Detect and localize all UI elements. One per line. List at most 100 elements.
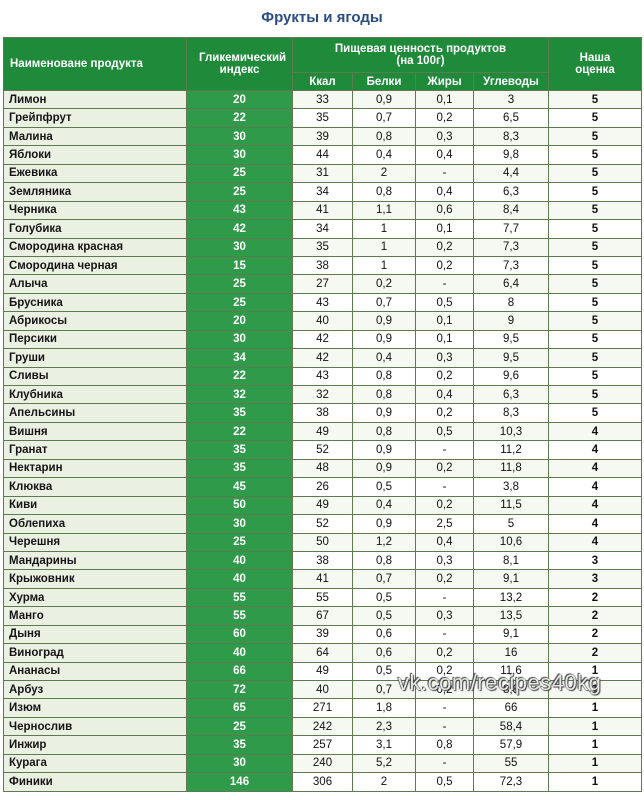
cell-protein: 0,2 <box>352 274 416 294</box>
cell-fat: - <box>415 698 474 718</box>
cell-kcal: 34 <box>292 219 353 239</box>
cell-carbs: 6,4 <box>473 274 549 294</box>
cell-rating: 2 <box>548 624 642 645</box>
cell-rating: 5 <box>548 311 642 331</box>
cell-glycemic-index: 25 <box>186 532 293 552</box>
cell-kcal: 38 <box>292 255 353 276</box>
nutrition-table: Наименоване продукта Гликемический индек… <box>3 37 642 792</box>
cell-glycemic-index: 32 <box>186 384 293 405</box>
cell-glycemic-index: 15 <box>186 255 293 276</box>
cell-carbs: 8 <box>473 292 549 313</box>
cell-fat: 0,4 <box>415 182 474 202</box>
cell-protein: 1 <box>352 237 416 257</box>
cell-rating: 3 <box>548 569 642 589</box>
cell-kcal: 32 <box>292 384 353 405</box>
cell-glycemic-index: 25 <box>186 716 293 737</box>
table-row: Абрикосы 20 40 0,9 0,1 9 5 <box>3 311 642 331</box>
cell-carbs: 57,9 <box>473 735 549 755</box>
cell-rating: 1 <box>548 772 642 792</box>
cell-carbs: 13,2 <box>473 587 549 608</box>
cell-fat: 0,4 <box>415 145 474 165</box>
cell-rating: 4 <box>548 458 642 479</box>
table-row: Киви 50 49 0,4 0,2 11,5 4 <box>3 495 642 516</box>
cell-protein: 0,7 <box>352 108 416 128</box>
cell-fat: 0,5 <box>415 421 474 442</box>
table-row: Яблоки 30 44 0,4 0,4 9,8 5 <box>3 145 642 165</box>
cell-rating: 2 <box>548 643 642 663</box>
cell-fat: 0,3 <box>415 606 474 626</box>
cell-kcal: 31 <box>292 163 353 184</box>
cell-carbs: 16 <box>473 643 549 663</box>
cell-carbs: 8,3 <box>473 403 549 423</box>
cell-carbs: 3 <box>473 89 549 110</box>
cell-name: Мандарины <box>3 550 187 571</box>
cell-fat: 0,2 <box>415 108 474 128</box>
cell-fat: 2,5 <box>415 514 474 534</box>
table-row: Инжир 35 257 3,1 0,8 57,9 1 <box>3 735 642 755</box>
cell-kcal: 40 <box>292 679 353 700</box>
cell-glycemic-index: 66 <box>186 661 293 682</box>
table-row: Алыча 25 27 0,2-6,4 5 <box>3 274 642 294</box>
cell-kcal: 50 <box>292 532 353 552</box>
cell-kcal: 64 <box>292 643 353 663</box>
cell-carbs: 6,5 <box>473 108 549 128</box>
table-row: Сливы 22 43 0,8 0,2 9,6 5 <box>3 366 642 387</box>
cell-rating: 1 <box>548 753 642 774</box>
cell-kcal: 48 <box>292 458 353 479</box>
cell-protein: 0,9 <box>352 329 416 350</box>
cell-glycemic-index: 42 <box>186 219 293 239</box>
cell-name: Смородина черная <box>3 255 187 276</box>
cell-name: Ананасы <box>3 661 187 682</box>
cell-kcal: 52 <box>292 440 353 460</box>
cell-protein: 0,4 <box>352 145 416 165</box>
cell-protein: 0,4 <box>352 495 416 516</box>
cell-carbs: 9,5 <box>473 348 549 368</box>
cell-rating: 4 <box>548 532 642 552</box>
cell-protein: 0,9 <box>352 458 416 479</box>
cell-carbs: 8,4 <box>473 200 549 221</box>
cell-protein: 0,5 <box>352 606 416 626</box>
cell-kcal: 41 <box>292 569 353 589</box>
cell-carbs: 6,3 <box>473 384 549 405</box>
cell-name: Ежевика <box>3 163 187 184</box>
table-row: Ежевика 25 31 2-4,4 5 <box>3 163 642 184</box>
cell-glycemic-index: 30 <box>186 237 293 257</box>
cell-carbs: 11,2 <box>473 440 549 460</box>
cell-fat: 0,2 <box>415 643 474 663</box>
cell-glycemic-index: 40 <box>186 550 293 571</box>
cell-carbs: 8,3 <box>473 126 549 147</box>
cell-protein: 0,8 <box>352 550 416 571</box>
cell-rating: 5 <box>548 182 642 202</box>
table-row: Апельсины 35 38 0,9 0,2 8,3 5 <box>3 403 642 423</box>
cell-glycemic-index: 30 <box>186 126 293 147</box>
cell-fat: - <box>415 753 474 774</box>
table-row: Клубника 32 32 0,8 0,4 6,3 5 <box>3 384 642 405</box>
cell-rating: 5 <box>548 145 642 165</box>
cell-fat: - <box>415 477 474 497</box>
cell-kcal: 52 <box>292 514 353 534</box>
cell-protein: 0,5 <box>352 661 416 682</box>
cell-carbs: 9 <box>473 311 549 331</box>
header-protein: Белки <box>352 72 416 91</box>
cell-glycemic-index: 22 <box>186 421 293 442</box>
cell-fat: 0,2 <box>415 255 474 276</box>
table-row: Облепиха 30 52 0,9 2,5 5 4 <box>3 514 642 534</box>
cell-protein: 0,8 <box>352 182 416 202</box>
cell-rating: 5 <box>548 348 642 368</box>
cell-glycemic-index: 40 <box>186 643 293 663</box>
cell-name: Дыня <box>3 624 187 645</box>
table-row: Нектарин 35 48 0,9 0,2 11,8 4 <box>3 458 642 479</box>
cell-rating: 2 <box>548 587 642 608</box>
cell-fat: 0,2 <box>415 237 474 257</box>
table-row: Мандарины 40 38 0,8 0,3 8,1 3 <box>3 550 642 571</box>
cell-fat: 0,2 <box>415 366 474 387</box>
cell-name: Клубника <box>3 384 187 405</box>
cell-fat: 0,3 <box>415 348 474 368</box>
cell-protein: 0,7 <box>352 679 416 700</box>
cell-kcal: 67 <box>292 606 353 626</box>
cell-name: Персики <box>3 329 187 350</box>
cell-kcal: 306 <box>292 772 353 792</box>
cell-glycemic-index: 35 <box>186 458 293 479</box>
table-row: Смородина красная 30 35 1 0,2 7,3 5 <box>3 237 642 257</box>
cell-rating: 5 <box>548 403 642 423</box>
